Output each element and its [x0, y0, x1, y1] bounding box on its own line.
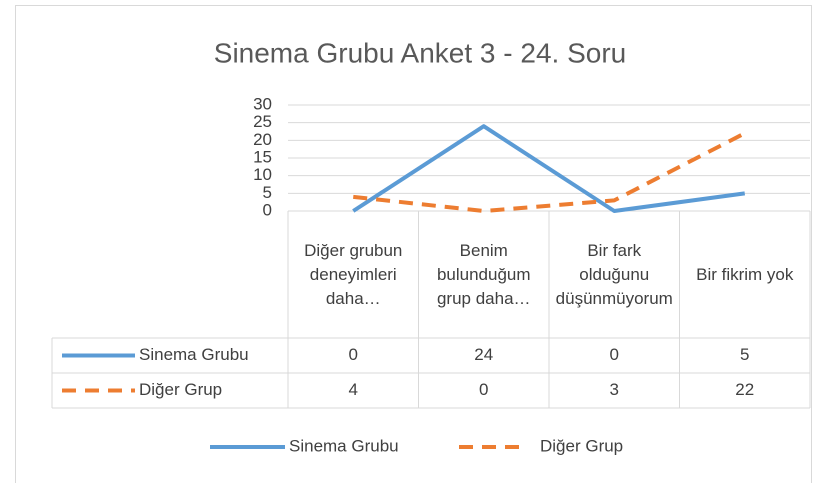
series-line	[352, 124, 746, 213]
x-tick-label-box: Bir fark olduğunu düşünmüyorum	[555, 240, 673, 308]
y-tick-label: 25	[253, 112, 272, 131]
x-tick-label: Benim bulunduğum grup daha…	[436, 240, 531, 308]
table-value: 3	[610, 380, 619, 399]
table-value: 24	[474, 345, 493, 364]
y-tick-label: 5	[263, 183, 272, 202]
legend-label: Diğer Grup	[540, 436, 623, 455]
x-tick-label-box: Diğer grubun deneyimleri daha…	[304, 240, 403, 308]
series-line	[353, 131, 746, 213]
y-tick-label: 10	[253, 165, 272, 184]
table-value: 0	[610, 345, 619, 364]
legend-label: Sinema Grubu	[289, 436, 399, 455]
y-tick-label: 20	[253, 130, 272, 149]
chart-title: Sinema Grubu Anket 3 - 24. Soru	[214, 37, 626, 68]
table-value: 4	[349, 380, 358, 399]
table-value: 0	[479, 380, 488, 399]
table-value: 22	[735, 380, 754, 399]
table-value: 0	[349, 345, 358, 364]
y-tick-label: 30	[253, 94, 272, 113]
y-tick-label: 15	[253, 147, 272, 166]
x-tick-label: Bir fikrim yok	[696, 264, 794, 284]
table-value: 5	[740, 345, 749, 364]
x-tick-label-box: Bir fikrim yok	[696, 264, 794, 284]
x-tick-label-box: Benim bulunduğum grup daha…	[436, 240, 531, 308]
table-series-name: Diğer Grup	[139, 380, 222, 399]
table-series-name: Sinema Grubu	[139, 345, 249, 364]
y-tick-label: 0	[263, 200, 272, 219]
chart-border	[15, 5, 812, 483]
x-tick-label: Bir fark olduğunu düşünmüyorum	[555, 240, 673, 308]
x-tick-label: Diğer grubun deneyimleri daha…	[304, 240, 403, 308]
